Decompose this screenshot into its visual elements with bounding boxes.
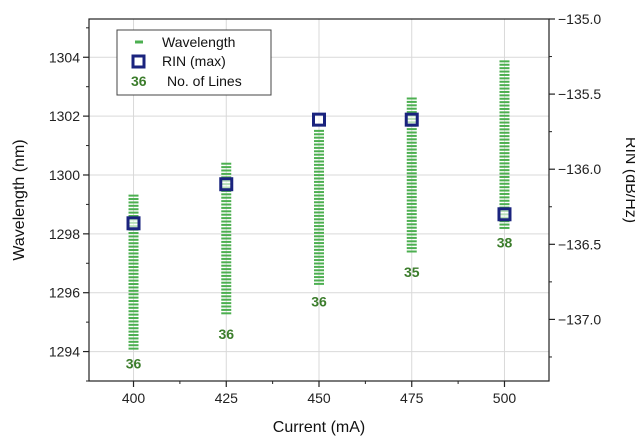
x-tick-label: 475 — [400, 390, 424, 406]
line-count-label: 36 — [126, 355, 142, 371]
rin-point — [126, 216, 141, 231]
legend-count-marker: 36 — [131, 73, 147, 89]
right-y-tick-label: −135.0 — [558, 11, 601, 27]
x-axis-title: Current (mA) — [273, 419, 365, 436]
wavelength-stack — [314, 129, 324, 285]
legend-rin-label: RIN (max) — [162, 53, 226, 69]
x-tick-label: 425 — [215, 390, 239, 406]
rin-series — [126, 112, 512, 231]
rin-point — [219, 177, 234, 192]
right-y-tick-label: −136.0 — [558, 161, 601, 177]
right-y-tick-label: −136.5 — [558, 236, 601, 252]
right-y-axis-title: RIN (dB/Hz) — [622, 137, 635, 223]
line-count-label: 35 — [404, 264, 420, 280]
left-y-tick-label: 1298 — [49, 226, 80, 242]
line-count-label: 38 — [497, 235, 513, 251]
left-y-tick-label: 1302 — [49, 108, 80, 124]
axes: 400 425 450 475 500 1294 1296 1298 1300 1302 1304 −… — [49, 11, 602, 406]
legend-rin-marker — [131, 54, 146, 69]
x-tick-label: 500 — [493, 390, 517, 406]
legend-wavelength-label: Wavelength — [162, 34, 235, 50]
right-y-tick-label: −137.0 — [558, 311, 601, 327]
legend: Wavelength RIN (max) 36 No. of Lines — [116, 29, 272, 96]
line-count-labels: 36 36 36 35 38 — [126, 235, 513, 372]
line-count-label: 36 — [218, 326, 234, 342]
left-y-axis-title: Wavelength (nm) — [11, 139, 28, 260]
left-y-tick-label: 1304 — [49, 49, 80, 65]
x-tick-label: 450 — [307, 390, 331, 406]
rin-point — [497, 207, 512, 222]
legend-lines-label: No. of Lines — [167, 73, 242, 89]
right-y-tick-label: −135.5 — [558, 86, 601, 102]
left-y-tick-label: 1296 — [49, 285, 80, 301]
rin-point — [404, 112, 419, 127]
left-y-tick-label: 1294 — [49, 344, 80, 360]
left-y-tick-label: 1300 — [49, 167, 80, 183]
rin-point — [312, 112, 326, 127]
line-count-label: 36 — [311, 294, 327, 310]
x-tick-label: 400 — [122, 390, 146, 406]
